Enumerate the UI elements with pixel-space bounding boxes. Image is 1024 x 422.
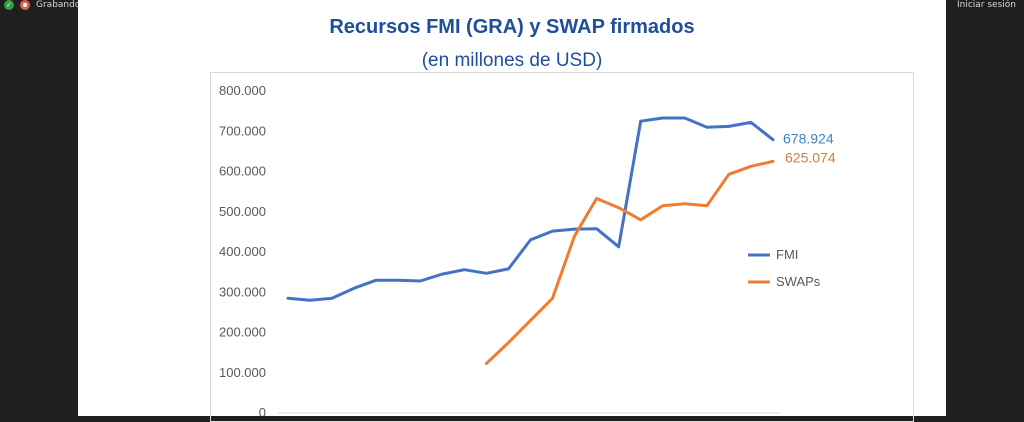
end-value-label-fmi: 678.924 [783,131,834,147]
signin-link[interactable]: Iniciar sesión [956,0,1016,10]
legend-label-swaps: SWAPs [776,274,821,289]
y-tick-label: 200.000 [219,325,266,340]
y-tick-label: 800.000 [219,83,266,98]
end-value-label-swaps: 625.074 [785,149,836,165]
zoom-right-strip [946,0,1024,416]
y-tick-label: 400.000 [219,244,266,259]
series-line-fmi [286,116,775,302]
line-chart: 0 100.000 200.000 300.000 400.000 500.000 600.… [219,83,836,416]
presentation-slide: Recursos FMI (GRA) y SWAP firmados (en m… [78,0,946,422]
y-tick-label: 100.000 [219,365,266,380]
y-tick-label: 700.000 [219,123,266,138]
series-line-swaps [484,159,775,365]
legend-label-fmi: FMI [776,247,798,262]
zoom-left-strip [0,0,78,416]
recording-indicator: ✓ Grabando [4,0,80,10]
y-tick-label: 0 [259,405,266,416]
check-shield-icon: ✓ [4,0,14,10]
y-tick-label: 300.000 [219,284,266,299]
chart-title: Recursos FMI (GRA) y SWAP firmados [329,16,695,38]
chart-subtitle: (en millones de USD) [421,50,603,71]
y-tick-label: 600.000 [219,164,266,179]
y-tick-label: 500.000 [219,204,266,219]
record-icon [20,0,30,10]
recording-label: Grabando [36,0,81,10]
